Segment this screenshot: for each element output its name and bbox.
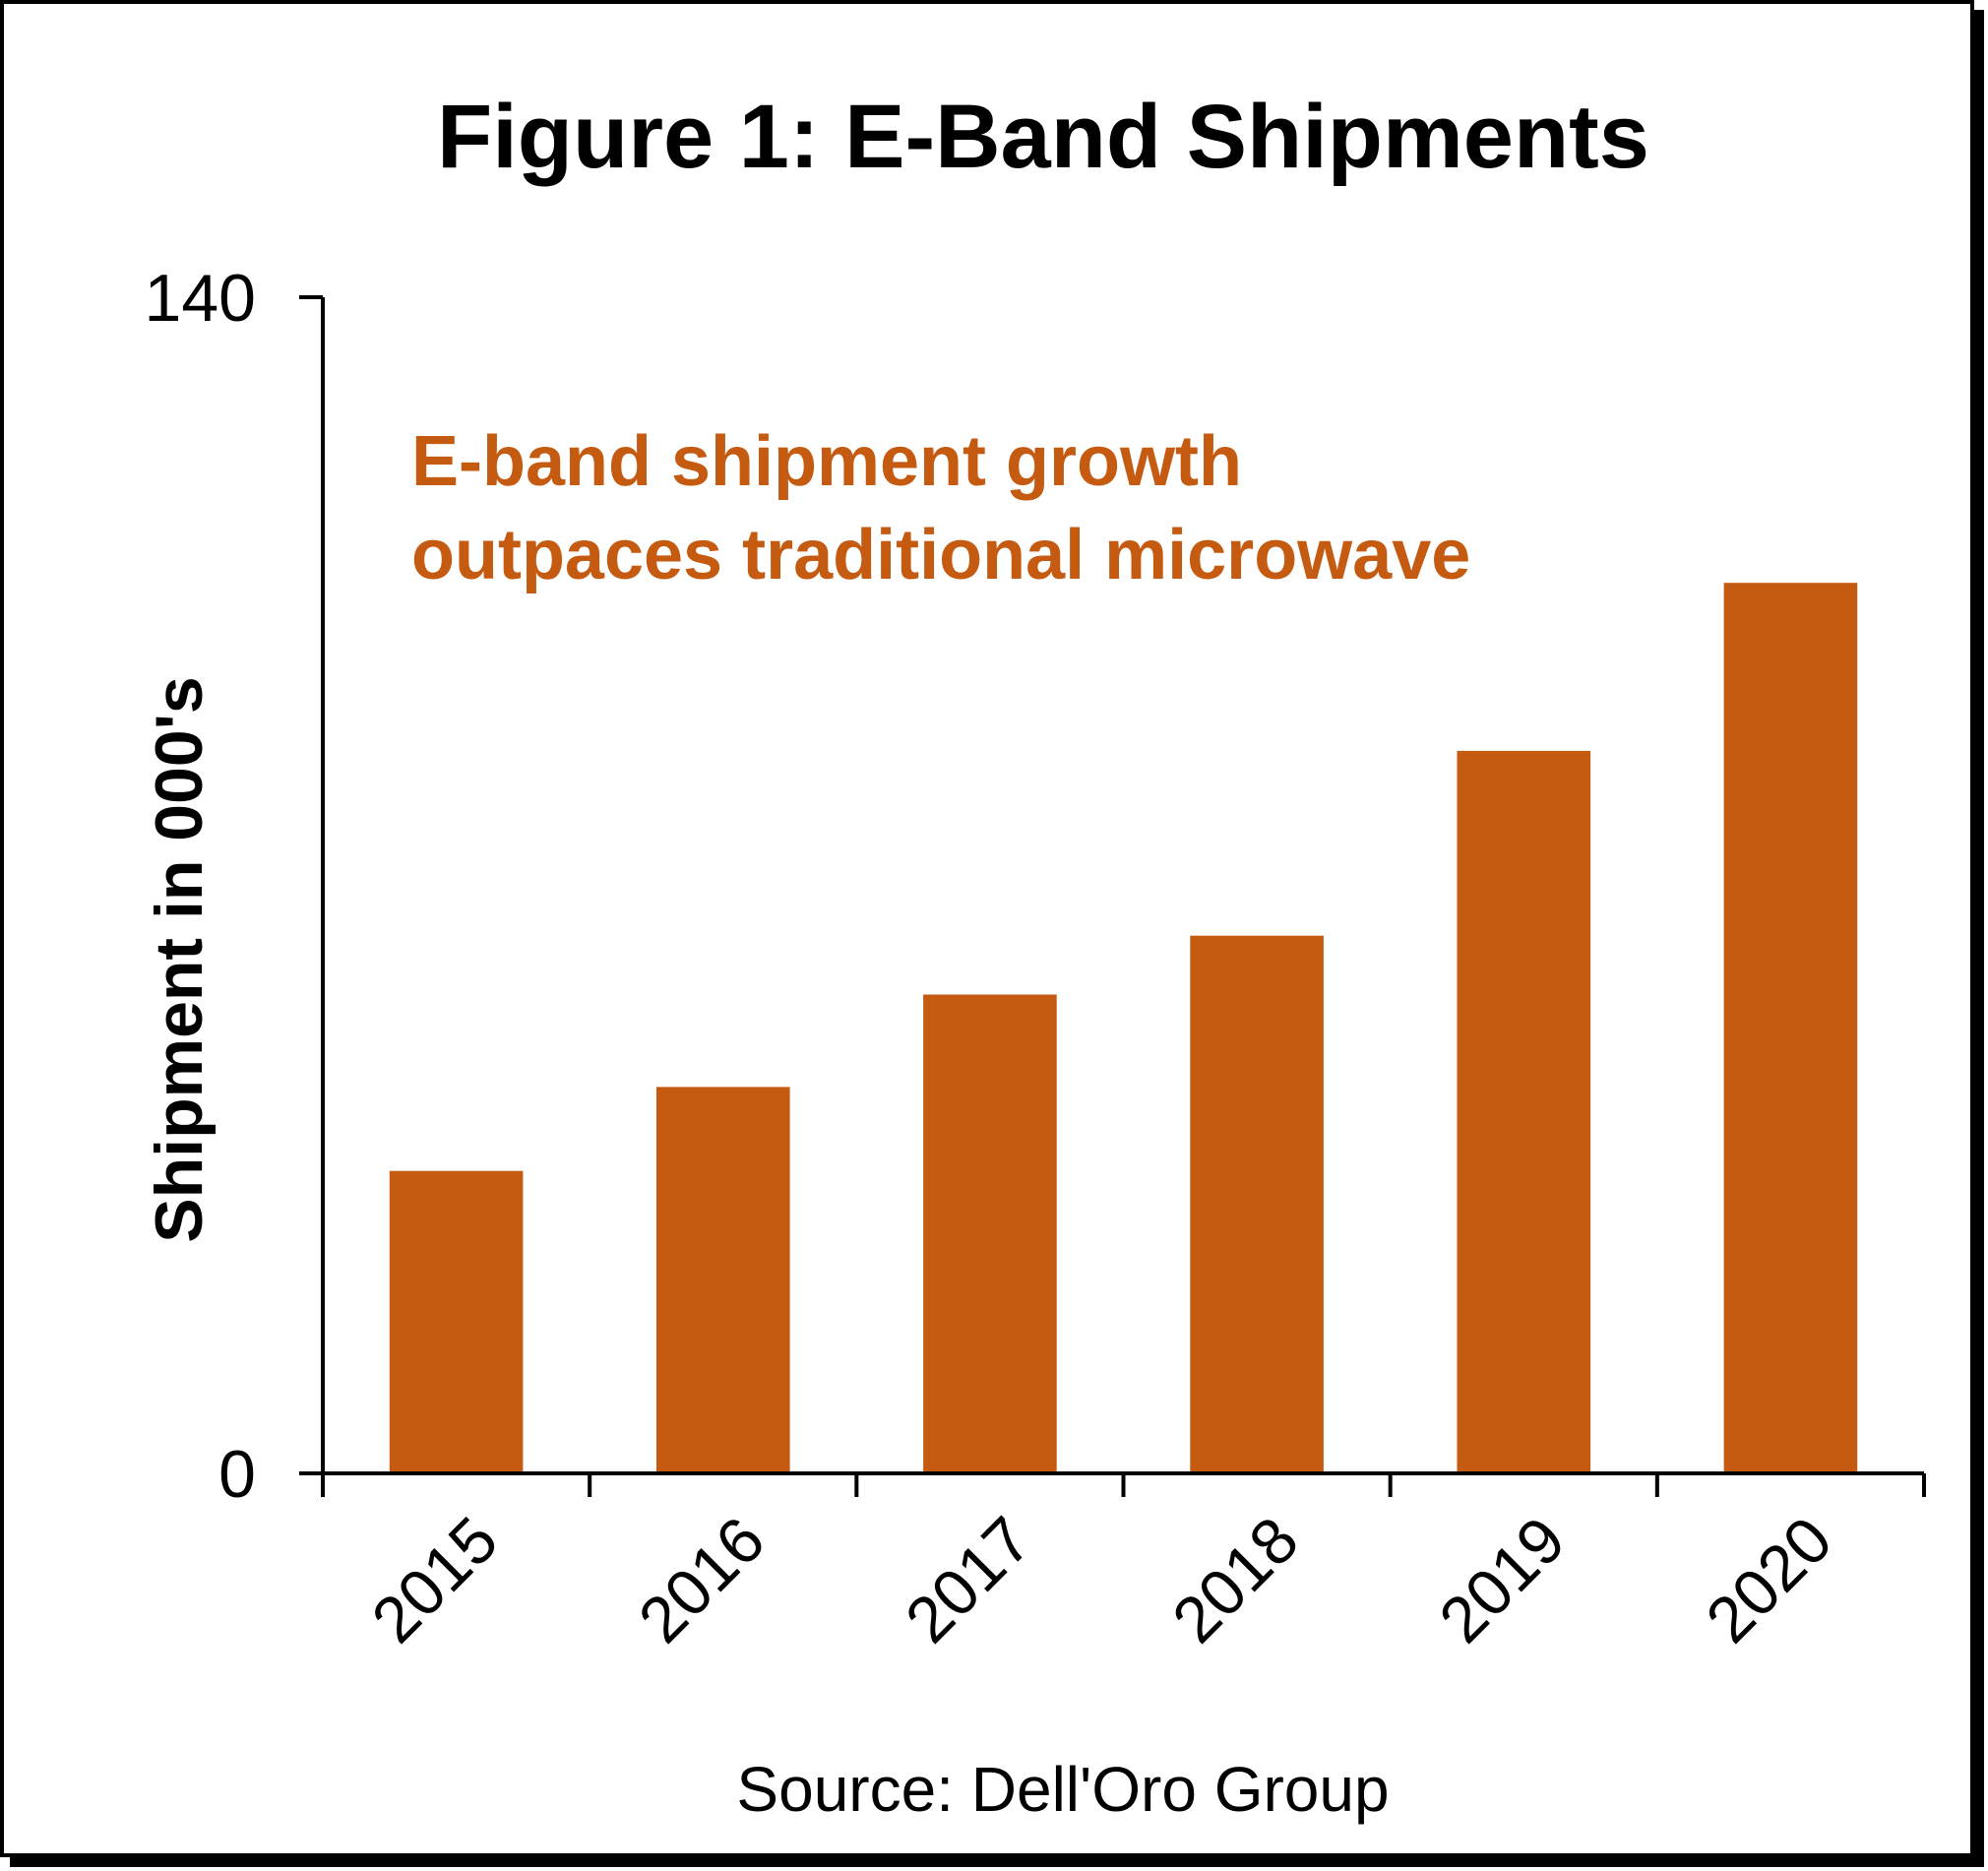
bar-2018 [1190,935,1324,1473]
source-note: Source: Dell'Oro Group [736,1754,1389,1825]
annotation: E-band shipment growth outpaces traditio… [411,422,1470,594]
annotation-line-1: E-band shipment growth [411,422,1242,501]
y-tick-label-140: 140 [145,261,256,336]
axes-layer [299,295,1924,1475]
bar-2019 [1457,750,1591,1473]
bar-2017 [923,994,1057,1473]
bars-layer [389,583,1858,1473]
x-ticks [321,1473,1926,1497]
y-tick-label-0: 0 [218,1437,256,1512]
bar-2015 [389,1170,524,1473]
y-tick-labels: 0 140 [145,261,256,1512]
annotation-line-2: outpaces traditional microwave [411,516,1470,594]
y-axis-label: Shipment in 000's [142,676,217,1242]
bar-2016 [656,1087,790,1473]
chart-title: Figure 1: E-Band Shipments [437,87,1649,187]
bar-2020 [1723,583,1858,1473]
